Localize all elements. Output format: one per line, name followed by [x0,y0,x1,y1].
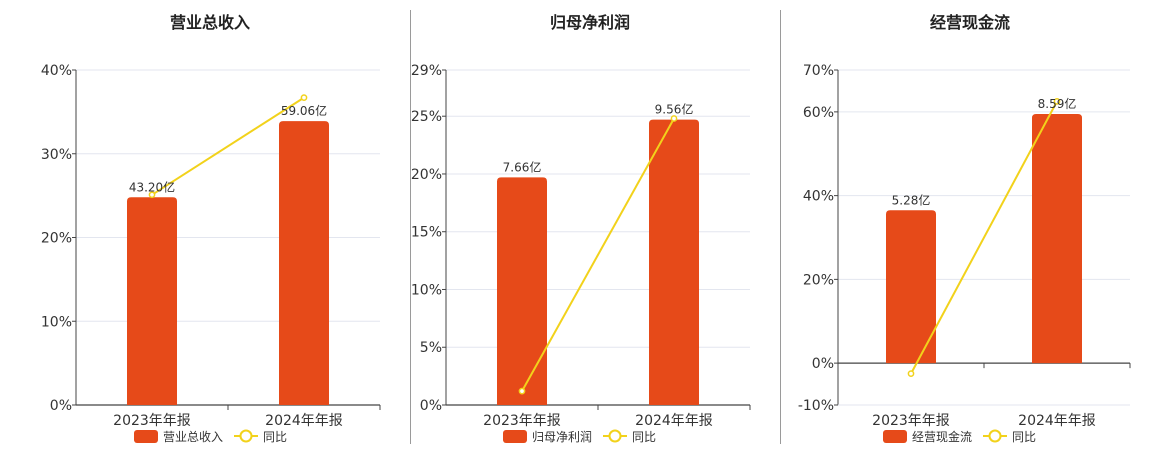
data-label: 43.20亿 [129,179,175,194]
line-series [521,118,675,392]
chart-3: 经营现金流 -10% 0% 20% 40% 60% 70% 2023年年报 2024年年报 5.2… [798,13,1131,444]
bar [279,121,329,406]
legend-label: 归母净利润 [532,430,592,444]
y-tick-label: 30% [41,147,72,163]
x-tick-label: 2024年年报 [1018,413,1096,429]
legend-swatch-marker [608,429,622,443]
chart-1: 营业总收入 0% 10% 20% 30% 40% 2023年年报 2024年年报 43.20亿 5… [41,13,381,444]
y-tick-label: 40% [41,63,72,79]
y-tick-label: 25% [411,109,442,125]
y-tick-label: 0% [420,398,442,414]
panel-divider [780,10,781,444]
data-label: 5.28亿 [892,192,931,207]
x-tick-label: 2023年年报 [872,413,950,429]
y-tick-label: 20% [803,272,834,288]
data-label: 9.56亿 [655,102,694,117]
y-tick-label: 20% [41,231,72,247]
line-series [910,100,1058,375]
chart-2: 归母净利润 0% 5% 10% 15% 20% 25% 29% 2023年年报 2024年年报 7.… [411,13,751,444]
x-tick-label: 2023年年报 [483,413,561,429]
legend-swatch-bar [883,430,907,443]
line-point [670,115,678,122]
y-tick-label: 40% [803,189,834,205]
chart-title: 经营现金流 [930,13,1010,32]
bar [497,177,547,405]
y-tick-label: 5% [420,340,442,356]
line-point [300,94,308,101]
line-point [907,370,915,377]
bar [886,210,936,364]
y-tick-label: 0% [50,398,72,414]
legend-swatch-bar [134,430,158,443]
data-label: 8.59亿 [1038,96,1077,111]
y-tick-label: -10% [798,398,834,414]
data-label: 7.66亿 [503,159,542,174]
data-label: 59.06亿 [281,103,327,118]
y-tick-label: 60% [803,105,834,121]
x-tick-label: 2024年年报 [635,413,713,429]
bar [649,119,699,405]
legend-swatch-marker [988,429,1002,443]
line-point [1053,98,1061,105]
y-tick-label: 15% [411,225,442,241]
bar [127,197,177,405]
legend-label: 经营现金流 [912,429,972,444]
panel-divider [410,10,411,444]
legend-swatch-bar [503,430,527,443]
y-tick-label: 0% [812,356,834,372]
bar [1032,113,1082,364]
x-tick-label: 2024年年报 [265,413,343,429]
legend-label: 营业总收入 [163,430,223,444]
line-point [518,387,526,395]
y-tick-label: 10% [411,282,442,298]
chart-title: 营业总收入 [170,13,250,32]
x-tick-label: 2023年年报 [113,413,191,429]
y-tick-label: 70% [803,63,834,79]
legend-label: 同比 [263,430,287,444]
y-tick-label: 29% [411,63,442,79]
legend-label: 同比 [632,430,656,444]
legend-label: 同比 [1012,430,1036,444]
chart-title: 归母净利润 [550,13,630,32]
legend-swatch-marker [239,429,253,443]
line-point [148,191,156,199]
y-tick-label: 10% [41,314,72,330]
y-tick-label: 20% [411,167,442,183]
line-series [151,96,305,196]
